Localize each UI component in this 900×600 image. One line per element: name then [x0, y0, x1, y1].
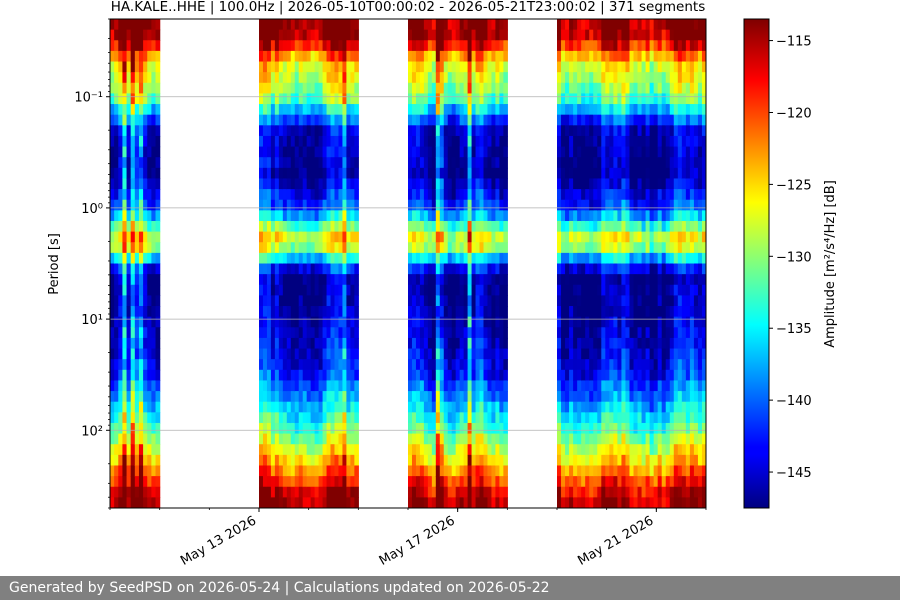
colorbar-tick-label-1: −115: [776, 35, 812, 50]
y-axis-label: Period [s]: [47, 233, 62, 295]
data-segment-3: [408, 19, 508, 508]
y-tick-label-4: 10²: [81, 424, 103, 439]
period-gridlines: [110, 96, 706, 431]
colorbar-tick-label-2: −120: [776, 106, 812, 121]
colorbar-tick-label-3: −125: [776, 178, 812, 193]
colorbar-label: Amplitude [m²/s⁴/Hz] [dB]: [823, 180, 838, 348]
chart-title: HA.KALE..HHE | 100.0Hz | 2026-05-10T00:0…: [111, 0, 705, 15]
colorbar-tick-label-6: −140: [776, 394, 812, 409]
data-segment-2: [259, 19, 359, 508]
x-tick-label-2: May 17 2026: [377, 513, 458, 568]
data-segment-1: [110, 19, 161, 508]
colorbar-tick-label-4: −130: [776, 250, 812, 265]
y-tick-label-3: 10¹: [81, 313, 103, 328]
x-axis-ticks: May 13 2026 May 17 2026 May 21 2026: [109, 508, 707, 569]
x-tick-label-1: May 13 2026: [178, 513, 259, 568]
y-axis-ticks: 10⁻¹ 10⁰ 10¹ 10²: [74, 18, 110, 509]
colorbar: [743, 18, 770, 509]
x-tick-label-3: May 21 2026: [575, 513, 656, 568]
spectrogram-heatmap: [110, 19, 706, 508]
colorbar-ticks: −115 −120 −125 −130 −135 −140 −145: [769, 35, 812, 481]
y-tick-label-2: 10⁰: [81, 202, 103, 217]
footer-banner: Generated by SeedPSD on 2026-05-24 | Cal…: [0, 576, 900, 600]
colorbar-tick-label-5: −135: [776, 322, 812, 337]
data-segment-4: [557, 19, 706, 508]
colorbar-tick-label-7: −145: [776, 466, 812, 481]
y-tick-label-1: 10⁻¹: [74, 91, 103, 106]
